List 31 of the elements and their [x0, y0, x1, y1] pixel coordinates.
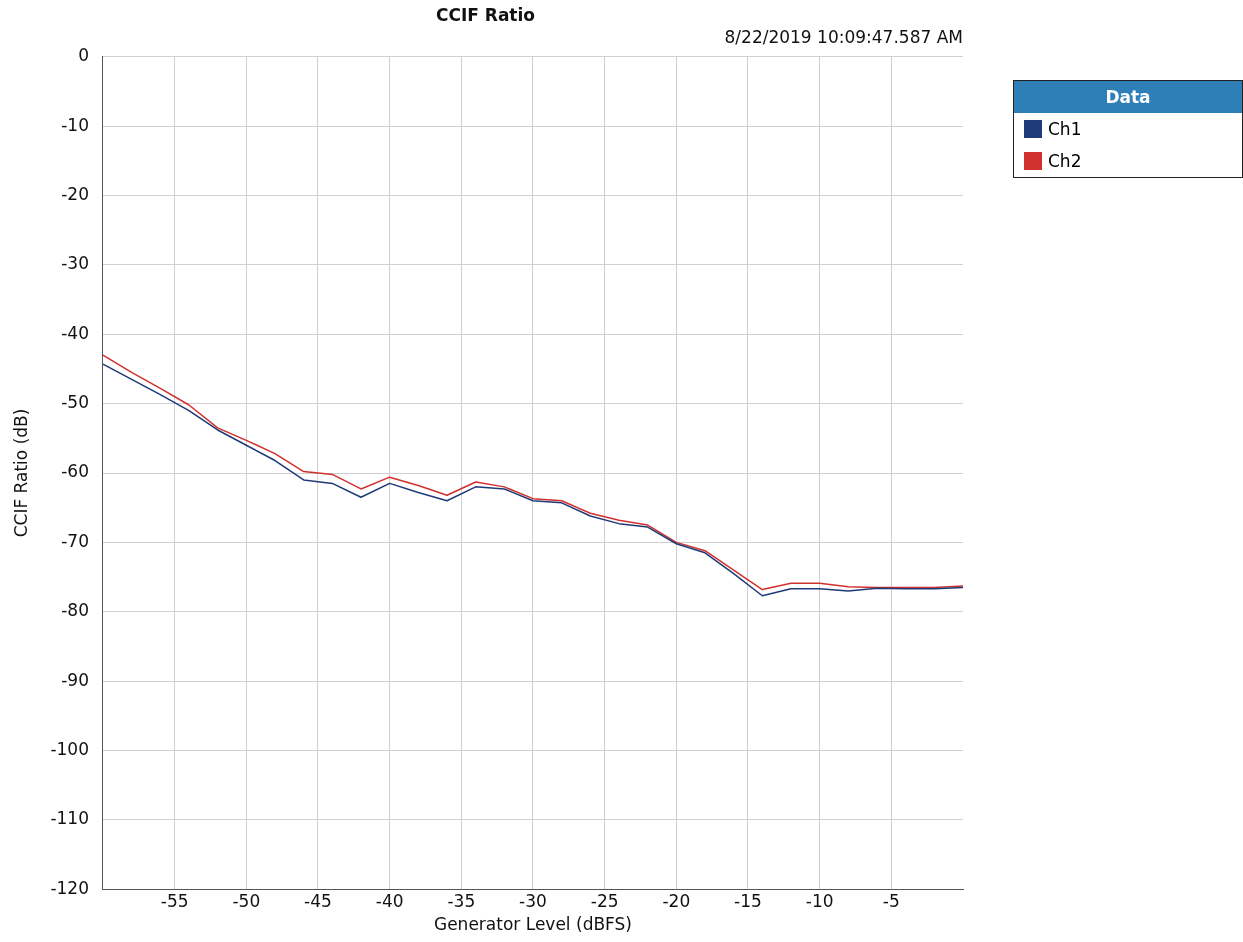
y-tick-label: -120	[50, 877, 89, 898]
legend-label: Ch1	[1048, 119, 1082, 139]
x-tick-label: -55	[160, 890, 189, 911]
x-tick-label: -25	[590, 890, 619, 911]
x-tick-label: -45	[304, 890, 332, 911]
y-tick-label: -90	[61, 669, 89, 690]
y-tick-label: 0	[78, 45, 89, 66]
x-tick-label: -40	[375, 890, 404, 911]
y-tick-label: -20	[61, 183, 89, 204]
x-tick-label: -50	[232, 890, 261, 911]
y-tick-label: -50	[61, 392, 89, 413]
chart-title: CCIF Ratio	[435, 4, 536, 25]
x-tick-label: -30	[519, 890, 547, 911]
y-axis-title: CCIF Ratio (dB)	[10, 408, 31, 538]
y-tick-label: -100	[50, 738, 89, 759]
y-tick-label: -40	[61, 322, 89, 343]
legend-label: Ch2	[1048, 151, 1082, 171]
x-axis-title: Generator Level (dBFS)	[433, 914, 632, 935]
y-tick-label: -80	[61, 600, 89, 621]
x-tick-label: -35	[447, 890, 476, 911]
chart-subtitle: 8/22/2019 10:09:47.587 AM	[724, 27, 963, 48]
y-tick-label: -30	[61, 253, 89, 274]
x-tick-label: -5	[882, 890, 900, 911]
y-tick-label: -10	[61, 114, 89, 135]
y-tick-label: -110	[50, 808, 89, 829]
y-tick-label: -70	[61, 530, 89, 551]
x-tick-label: -20	[662, 890, 691, 911]
legend-title: Data	[1014, 81, 1242, 113]
x-tick-label: -10	[805, 890, 834, 911]
x-tick-label: -15	[734, 890, 762, 911]
y-tick-label: -60	[61, 461, 89, 482]
